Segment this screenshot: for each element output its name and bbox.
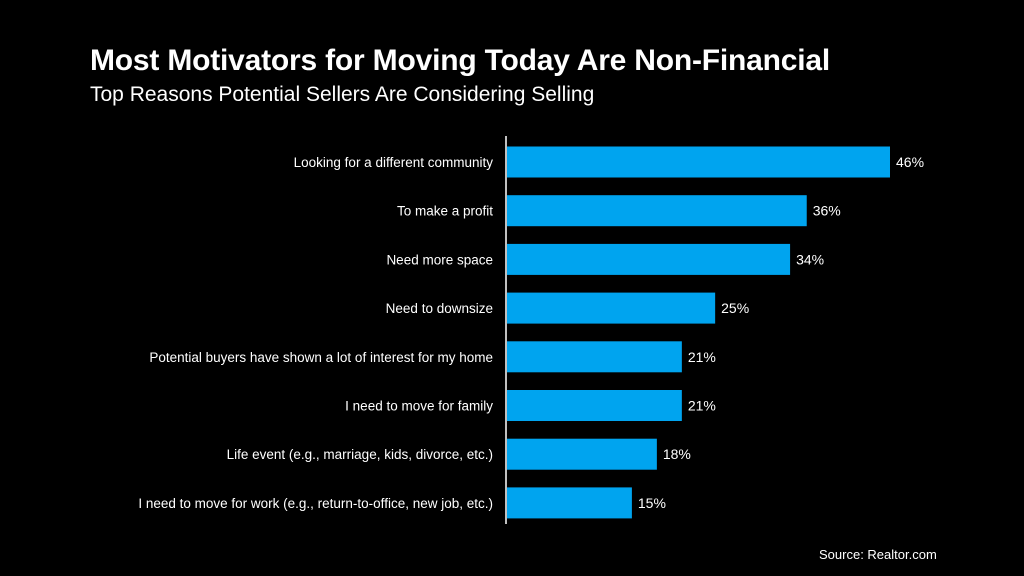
category-label: I need to move for family xyxy=(345,399,493,414)
chart-subtitle: Top Reasons Potential Sellers Are Consid… xyxy=(90,83,595,106)
source-note: Source: Realtor.com xyxy=(819,547,937,562)
category-label: Need to downsize xyxy=(386,301,493,316)
data-label: 21% xyxy=(688,349,716,365)
category-label: I need to move for work (e.g., return-to… xyxy=(138,496,493,511)
data-label: 36% xyxy=(813,203,841,219)
category-label: Need more space xyxy=(386,252,493,267)
bar xyxy=(507,292,716,324)
bar xyxy=(507,390,682,421)
category-label: To make a profit xyxy=(397,204,493,219)
data-label: 21% xyxy=(688,398,716,414)
bar xyxy=(507,195,807,227)
data-label: 15% xyxy=(638,495,666,511)
data-label: 34% xyxy=(796,251,824,267)
data-label: 25% xyxy=(721,300,749,316)
chart-title: Most Motivators for Moving Today Are Non… xyxy=(90,44,831,77)
bar xyxy=(507,341,682,373)
bar xyxy=(507,438,657,470)
data-label: 46% xyxy=(896,154,924,170)
bar xyxy=(507,146,890,178)
data-label: 18% xyxy=(663,446,691,462)
category-label: Potential buyers have shown a lot of int… xyxy=(149,350,493,365)
category-label: Looking for a different community xyxy=(294,155,494,170)
bar xyxy=(507,243,791,275)
category-label: Life event (e.g., marriage, kids, divorc… xyxy=(227,447,493,462)
bar xyxy=(507,487,632,519)
